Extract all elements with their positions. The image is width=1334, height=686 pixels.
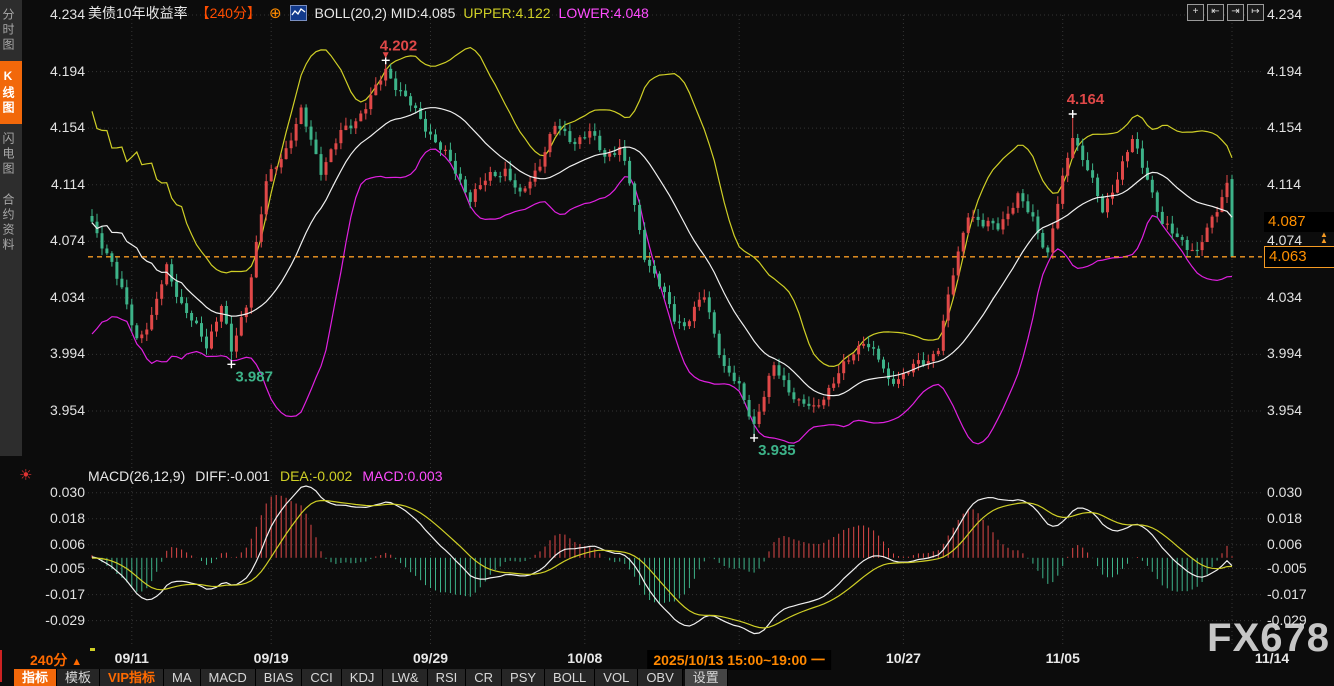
macd-title: MACD(26,12,9) xyxy=(88,468,185,484)
date-tick-label: 09/11 xyxy=(115,650,149,666)
svg-text:4.164: 4.164 xyxy=(1067,91,1105,108)
macd-histogram xyxy=(92,495,1232,604)
add-indicator-icon[interactable]: ⊕ xyxy=(269,4,282,22)
toolbar-item-BOLL[interactable]: BOLL xyxy=(545,669,595,686)
chart-app: 分时图 K线图 闪电图 合约资料 美债10年收益率 【240分】 ⊕ BOLL(… xyxy=(0,0,1334,686)
toolbar-item-VOL[interactable]: VOL xyxy=(595,669,638,686)
toolbar-item-LW&[interactable]: LW& xyxy=(383,669,427,686)
boll-mid-line xyxy=(92,108,1232,396)
crosshair-icon[interactable]: + xyxy=(1187,4,1204,21)
selected-candle-datetime: 2025/10/13 15:00~19:00 一 xyxy=(647,650,831,670)
date-tick-label: 10/27 xyxy=(886,650,921,666)
symbol-title: 美债10年收益率 xyxy=(88,3,188,23)
boll-upper-label: UPPER:4.122 xyxy=(463,5,550,21)
toolbar-item-PSY[interactable]: PSY xyxy=(502,669,545,686)
date-tick-label: 10/08 xyxy=(567,650,602,666)
window-tool-icons: +⇤⇥↦ xyxy=(1187,4,1264,21)
period-label: 【240分】 xyxy=(196,3,261,23)
toolbar-item-KDJ[interactable]: KDJ xyxy=(342,669,384,686)
price-up-arrows-icon: ▲▲ xyxy=(1320,232,1328,244)
svg-text:3.987: 3.987 xyxy=(235,368,273,385)
date-tick-label: 09/29 xyxy=(413,650,448,666)
axis-origin-marker xyxy=(90,648,95,651)
chart-header: 美债10年收益率 【240分】 ⊕ BOLL(20,2) MID:4.085 U… xyxy=(88,4,649,22)
price-tag: 4.063 xyxy=(1264,246,1334,268)
macd-dea-label: DEA:-0.002 xyxy=(280,468,352,484)
toolbar-item-MACD[interactable]: MACD xyxy=(201,669,256,686)
toolbar-item-BIAS[interactable]: BIAS xyxy=(256,669,303,686)
boll-lower-label: LOWER:4.048 xyxy=(559,5,649,21)
x-axis-row: 09/11 09/19 09/29 10/08 2025/10/13 15:00~19:… xyxy=(0,648,1334,668)
toolbar-item-VIP指标[interactable]: VIP指标 xyxy=(100,669,164,686)
boll-label: BOLL(20,2) MID:4.085 xyxy=(315,5,456,21)
toolbar-item-设置[interactable]: 设置 xyxy=(685,669,728,686)
toolbar-item-OBV[interactable]: OBV xyxy=(638,669,682,686)
macd-lines xyxy=(92,486,1232,634)
date-tick-label: 09/19 xyxy=(254,650,289,666)
svg-text:4.202: 4.202 xyxy=(380,37,418,54)
macd-macd-label: MACD:0.003 xyxy=(362,468,442,484)
svg-text:3.935: 3.935 xyxy=(758,442,796,459)
shift-right-icon[interactable]: ↦ xyxy=(1247,4,1264,21)
compress-x-icon[interactable]: ⇤ xyxy=(1207,4,1224,21)
macd-header: MACD(26,12,9) DIFF:-0.001 DEA:-0.002 MAC… xyxy=(88,468,443,484)
indicator-toolbar: 指标模板VIP指标MAMACDBIASCCIKDJLW&RSICRPSYBOLL… xyxy=(14,669,728,686)
toolbar-item-模板[interactable]: 模板 xyxy=(57,669,100,686)
price-tag: 4.087 xyxy=(1264,212,1334,232)
left-edge-marker xyxy=(0,650,2,682)
toolbar-item-MA[interactable]: MA xyxy=(164,669,201,686)
expand-x-icon[interactable]: ⇥ xyxy=(1227,4,1244,21)
toolbar-item-CR[interactable]: CR xyxy=(466,669,502,686)
toolbar-item-RSI[interactable]: RSI xyxy=(428,669,467,686)
mini-chart-icon[interactable] xyxy=(290,5,307,21)
indicator-settings-icon[interactable]: ☀ xyxy=(19,466,32,484)
candlestick-chart[interactable]: 4.202 3.987 3.935 4.164 xyxy=(0,0,1334,686)
watermark: FX678 xyxy=(1207,616,1330,661)
date-tick-label: 11/05 xyxy=(1046,650,1080,666)
macd-diff-label: DIFF:-0.001 xyxy=(195,468,270,484)
toolbar-item-CCI[interactable]: CCI xyxy=(302,669,341,686)
period-arrow-icon: ▲ xyxy=(71,656,82,668)
toolbar-item-指标[interactable]: 指标 xyxy=(14,669,57,686)
period-selector[interactable]: 240分 ▲ xyxy=(30,650,82,670)
